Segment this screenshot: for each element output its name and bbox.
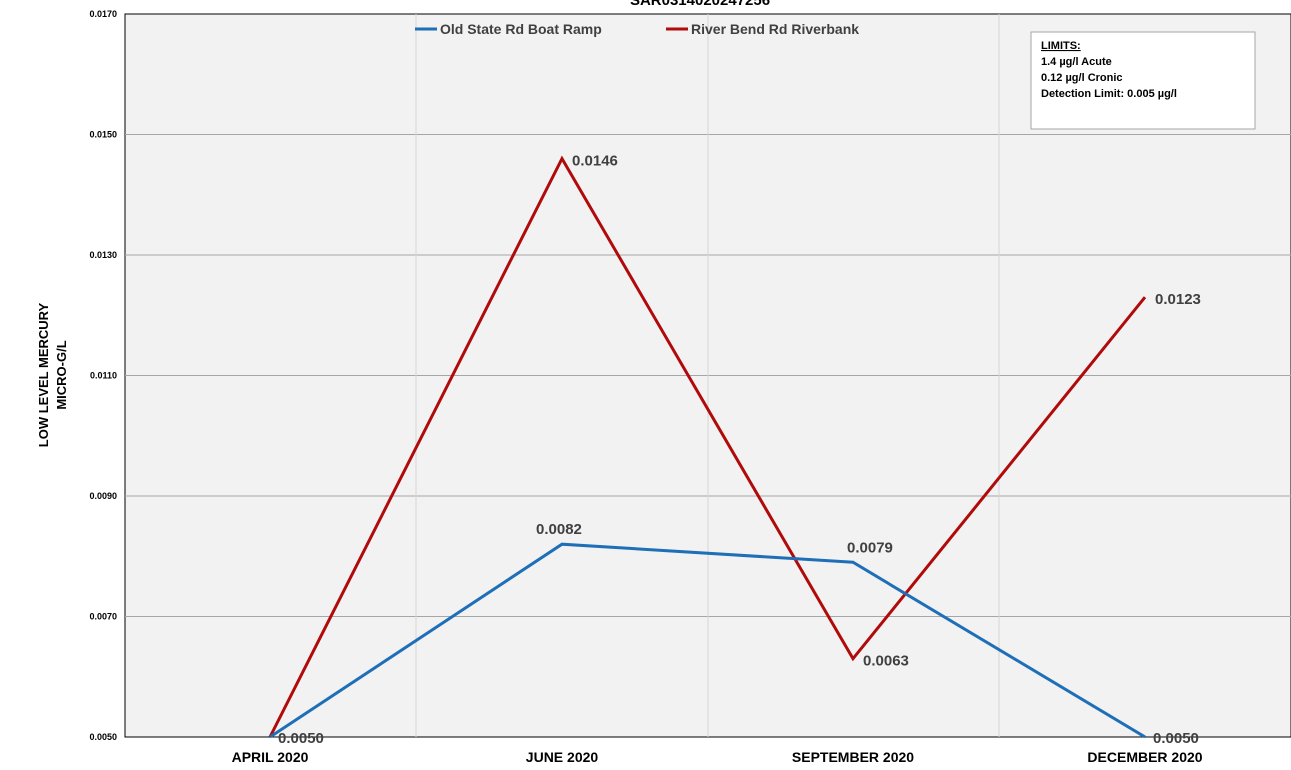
data-label: 0.0082: [536, 521, 582, 538]
chart-title: SAR0314020247256: [630, 0, 770, 9]
y-tick-label: 0.0150: [89, 130, 117, 140]
svg-text:LOW LEVEL MERCURY: LOW LEVEL MERCURY: [36, 302, 51, 447]
legend-label-river-bend-rd: River Bend Rd Riverbank: [691, 21, 859, 37]
svg-text:MICRO-G/L: MICRO-G/L: [54, 340, 69, 409]
legend-label-old-state-rd: Old State Rd Boat Ramp: [440, 21, 602, 37]
legend: Old State Rd Boat Ramp River Bend Rd Riv…: [415, 21, 859, 37]
series-line-0: [269, 542, 1146, 739]
data-label: 0.0123: [1155, 291, 1201, 308]
limits-box: LIMITS: 1.4 µg/l Acute 0.12 µg/l Cronic …: [1030, 31, 1256, 130]
x-tick-label: JUNE 2020: [526, 749, 599, 765]
data-label: 0.0063: [863, 653, 909, 670]
x-axis-ticks: APRIL 2020 JUNE 2020 SEPTEMBER 2020 DECEMBE…: [232, 749, 1203, 765]
y-tick-label: 0.0050: [89, 732, 117, 742]
y-tick-label: 0.0090: [89, 491, 117, 501]
data-label: 0.0146: [572, 153, 618, 170]
y-axis-ticks: 0.0050 0.0070 0.0090 0.0110 0.0130 0.0150 0.01…: [89, 9, 117, 742]
limits-line-acute: 1.4 µg/l Acute: [1041, 56, 1112, 68]
vertical-gridlines: [415, 14, 1000, 737]
data-labels: 0.0146 0.0063 0.0123 0.0050 0.0082 0.0079 0.00…: [278, 153, 1201, 747]
data-label: 0.0079: [847, 539, 893, 556]
data-label: 0.0050: [278, 730, 324, 747]
y-tick-label: 0.0110: [90, 371, 117, 381]
limits-heading: LIMITS:: [1041, 40, 1081, 52]
series-lines: [268, 155, 1147, 739]
x-tick-label: APRIL 2020: [232, 749, 309, 765]
limits-line-chronic: 0.12 µg/l Cronic: [1041, 72, 1123, 84]
limits-line-detection: Detection Limit: 0.005 µg/l: [1041, 88, 1177, 100]
x-tick-label: DECEMBER 2020: [1087, 749, 1202, 765]
y-tick-label: 0.0070: [89, 612, 117, 622]
series-line-1: [268, 155, 1147, 738]
x-tick-label: SEPTEMBER 2020: [792, 749, 914, 765]
y-tick-label: 0.0170: [89, 9, 117, 19]
data-label: 0.0050: [1153, 730, 1199, 747]
y-axis-label: LOW LEVEL MERCURY MICRO-G/L: [36, 302, 69, 447]
y-tick-label: 0.0130: [89, 250, 117, 260]
